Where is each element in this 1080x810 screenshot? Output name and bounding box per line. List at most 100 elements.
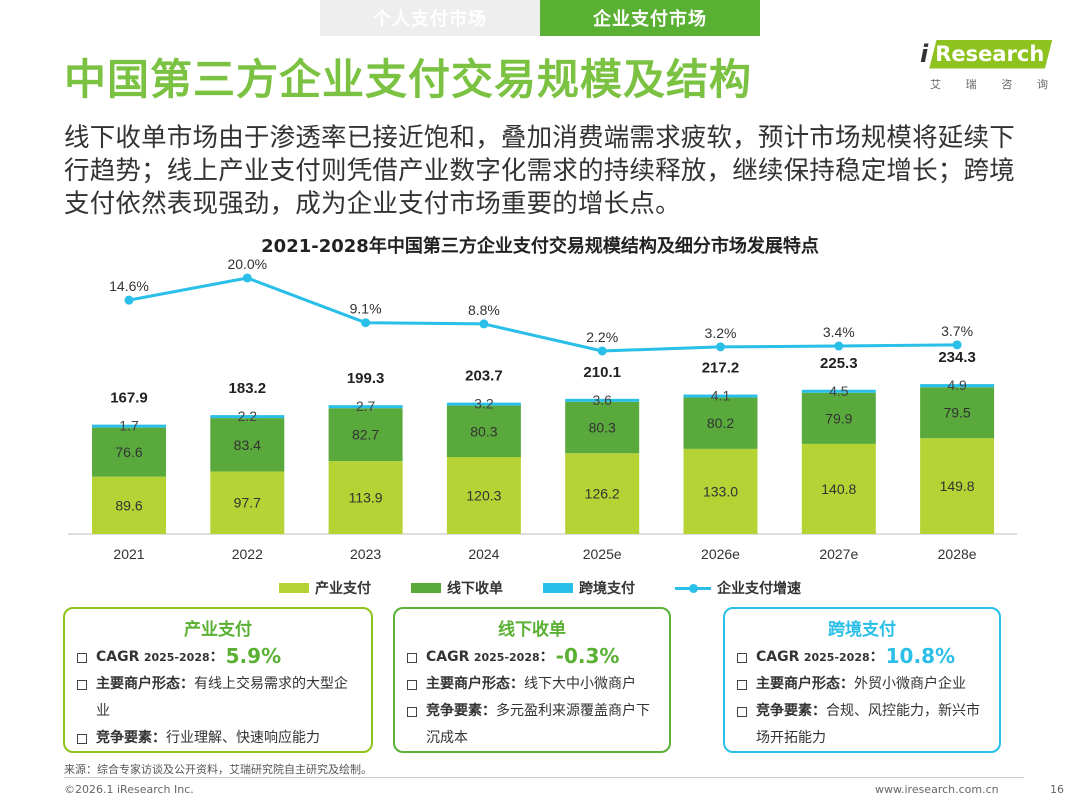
card-title: 线下收单 <box>498 620 566 640</box>
checkbox-icon <box>737 680 747 690</box>
cagr-value: -0.3% <box>555 644 620 668</box>
footer-url[interactable]: www.iresearch.com.cn <box>875 783 999 796</box>
footer-divider <box>64 777 1024 778</box>
bar-label-industrial: 140.8 <box>821 481 856 497</box>
bar-label-crossborder: 4.9 <box>947 377 967 393</box>
tab-enterprise-payment[interactable]: 企业支付市场 <box>540 0 760 36</box>
bar-total-label: 203.7 <box>465 368 503 385</box>
cagr-colon: ： <box>209 649 224 665</box>
merchant-text: 线下大中小微商户 <box>524 676 636 692</box>
bar-label-industrial: 120.3 <box>466 488 501 504</box>
bar-segment-industrial <box>210 471 285 534</box>
legend-item-growth: 企业支付增速 <box>675 578 801 598</box>
legend-swatch-crossborder <box>543 583 573 593</box>
legend-swatch-industrial <box>279 583 309 593</box>
page-title: 中国第三方企业支付交易规模及结构 <box>64 55 753 104</box>
cagr-colon: ： <box>869 649 884 665</box>
bar-label-industrial: 133.0 <box>703 483 738 499</box>
bar-segment-crossborder <box>210 415 285 419</box>
bar-label-industrial: 113.9 <box>349 490 383 506</box>
bar-label-crossborder: 1.7 <box>119 418 139 434</box>
bar-segment-industrial <box>565 453 640 534</box>
bar-label-offline: 79.5 <box>943 405 970 421</box>
merchant-text-block: 主要商户形态：外贸小微商户企业 <box>756 671 987 698</box>
cagr-label: CAGR <box>756 649 800 665</box>
logo-char: 咨 <box>1001 78 1013 91</box>
cagr-label: CAGR <box>96 649 140 665</box>
growth-rate-label: 14.6% <box>109 278 149 294</box>
bar-segment-offline <box>683 397 758 449</box>
checkbox-icon <box>77 653 87 663</box>
market-tabs: 个人支付市场 企业支付市场 <box>320 0 760 36</box>
merchant-text-block: 主要商户形态：有线上交易需求的大型企业 <box>96 671 359 725</box>
legend-swatch-offline <box>411 583 441 593</box>
card-title: 产业支付 <box>184 620 252 640</box>
logo-char: 艾 <box>930 78 941 91</box>
x-tick-label: 2024 <box>468 546 499 562</box>
bar-segment-industrial <box>446 457 521 534</box>
logo-char: 瑞 <box>965 78 977 91</box>
card-compete-row: 竞争要素：合规、风控能力，新兴市场开拓能力 <box>737 698 987 752</box>
bar-label-offline: 83.4 <box>234 437 261 453</box>
bar-segment-crossborder <box>446 402 521 406</box>
bar-segment-offline <box>801 392 876 444</box>
bar-segment-industrial <box>92 476 166 534</box>
bar-segment-offline <box>210 418 285 472</box>
bar-label-offline: 79.9 <box>825 410 852 426</box>
x-tick-label: 2026e <box>701 546 740 562</box>
merchant-text-block: 主要商户形态：线下大中小微商户 <box>426 671 657 698</box>
bar-label-offline: 80.3 <box>470 423 497 439</box>
bar-total-label: 183.2 <box>229 380 267 397</box>
merchant-label: 主要商户形态： <box>426 676 524 692</box>
growth-rate-label: 3.2% <box>705 325 737 341</box>
card-cagr-row: CAGR 2025-2028： 5.9% <box>77 644 359 671</box>
growth-rate-label: 2.2% <box>586 329 618 345</box>
iresearch-logo: i Research 艾 瑞 咨 询 <box>920 38 1055 96</box>
footer-copyright: ©2026.1 iResearch Inc. <box>64 783 194 796</box>
compete-label: 竞争要素： <box>96 730 166 746</box>
checkbox-icon <box>737 653 747 663</box>
tab-personal-payment[interactable]: 个人支付市场 <box>320 0 540 36</box>
bar-segment-offline <box>565 401 640 454</box>
bar-total-label: 199.3 <box>347 370 385 387</box>
logo-i: i <box>920 40 929 68</box>
checkbox-icon <box>407 707 417 717</box>
bar-label-industrial: 97.7 <box>234 495 261 511</box>
bar-total-label: 225.3 <box>820 355 858 372</box>
x-tick-label: 2021 <box>113 546 144 562</box>
compete-text-block: 竞争要素：多元盈利来源覆盖商户下沉成本 <box>426 698 657 752</box>
merchant-label: 主要商户形态： <box>96 676 194 692</box>
legend-item-crossborder: 跨境支付 <box>543 578 635 598</box>
legend-label: 企业支付增速 <box>717 581 801 597</box>
legend-item-offline: 线下收单 <box>411 578 503 598</box>
bar-label-offline: 76.6 <box>115 444 142 460</box>
page-number: 16 <box>1050 783 1064 796</box>
bar-label-industrial: 126.2 <box>585 486 620 502</box>
bar-label-crossborder: 4.5 <box>829 383 849 399</box>
legend-label: 线下收单 <box>447 581 503 597</box>
x-tick-label: 2023 <box>350 546 381 562</box>
growth-rate-point <box>834 341 844 351</box>
card-offline-acquiring: 线下收单 CAGR 2025-2028： -0.3% 主要商户形态：线下大中小微… <box>393 607 671 753</box>
legend-label: 产业支付 <box>315 581 371 597</box>
growth-rate-point <box>479 319 489 329</box>
bar-label-crossborder: 3.6 <box>592 392 612 408</box>
card-cross-border: 跨境支付 CAGR 2025-2028： 10.8% 主要商户形态：外贸小微商户… <box>723 607 1001 753</box>
merchant-text: 有线上交易需求的大型企业 <box>96 676 348 719</box>
card-industrial-payment: 产业支付 CAGR 2025-2028： 5.9% 主要商户形态：有线上交易需求… <box>63 607 373 753</box>
bar-segment-crossborder <box>328 405 403 409</box>
bar-label-offline: 82.7 <box>352 427 379 443</box>
checkbox-icon <box>407 680 417 690</box>
bar-segment-crossborder <box>565 398 640 402</box>
x-tick-label: 2022 <box>232 546 263 562</box>
bar-segment-offline <box>328 408 403 462</box>
growth-rate-point <box>242 273 252 283</box>
cagr-value: 10.8% <box>885 644 956 668</box>
x-tick-label: 2028e <box>938 546 977 562</box>
bar-label-crossborder: 2.2 <box>238 408 258 424</box>
bar-segment-crossborder <box>683 394 758 398</box>
compete-text: 多元盈利来源覆盖商户下沉成本 <box>426 703 650 746</box>
bar-label-crossborder: 3.2 <box>474 396 494 412</box>
growth-rate-point <box>124 295 134 305</box>
growth-rate-line <box>128 276 958 353</box>
